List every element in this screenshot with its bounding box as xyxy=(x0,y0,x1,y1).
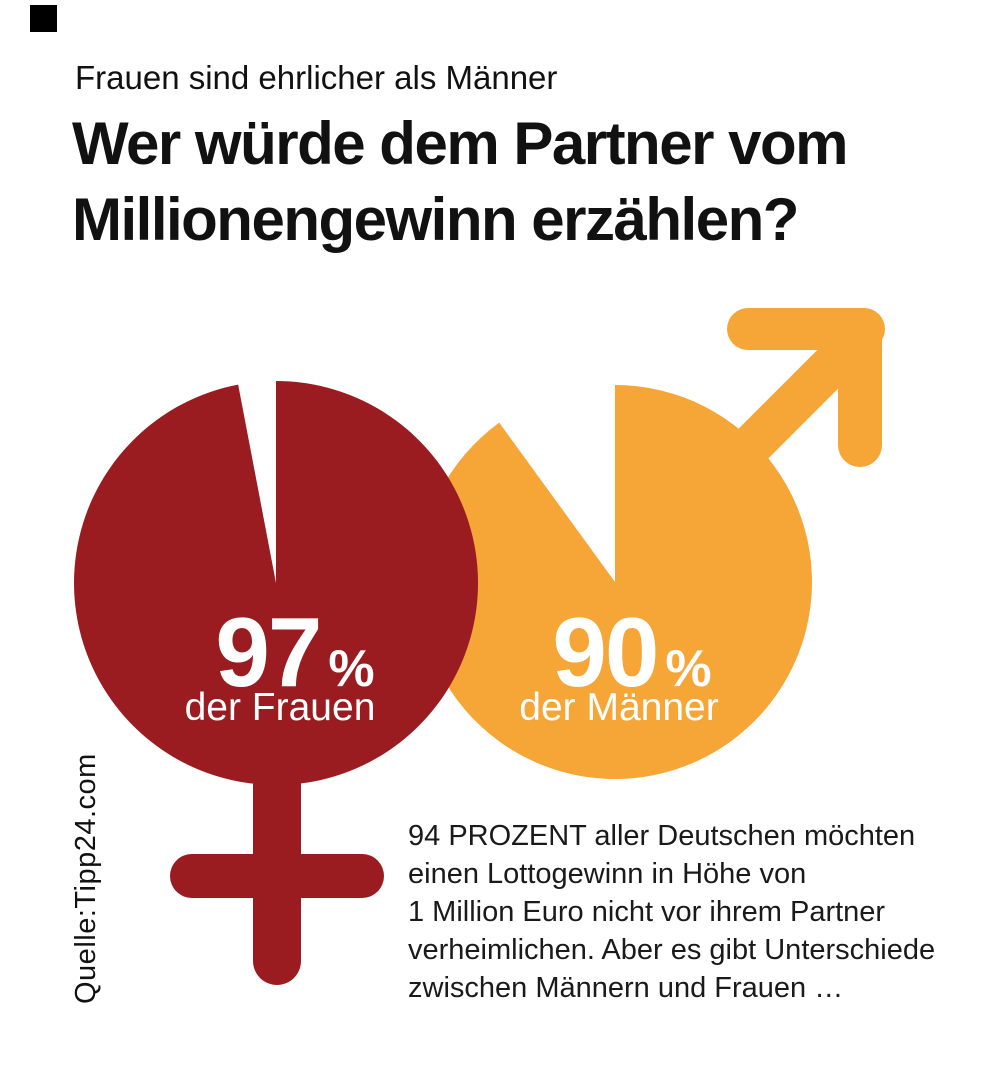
source-credit: Quelle:Tipp24.com xyxy=(70,753,102,1004)
female-symbol xyxy=(74,381,479,985)
page-title: Wer würde dem Partner vom Millionengewin… xyxy=(72,106,848,258)
male-value-percent-sign: % xyxy=(665,640,712,698)
female-sublabel: der Frauen xyxy=(184,686,376,729)
female-value-number: 97 xyxy=(215,597,322,707)
note-paragraph: 94 PROZENT aller Deutschen möchten einen… xyxy=(408,817,935,1007)
male-symbol xyxy=(417,308,885,780)
female-value-label: 97 % xyxy=(215,603,374,701)
male-pie xyxy=(417,385,812,780)
note-line-5: zwischen Männern und Frauen … xyxy=(408,972,844,1004)
page-title-line-2: Millionengewinn erzählen? xyxy=(72,186,799,253)
male-arrow-shaft xyxy=(726,330,867,471)
male-value-number: 90 xyxy=(552,597,659,707)
female-value-percent-sign: % xyxy=(328,640,375,698)
note-line-2: einen Lottogewinn in Höhe von xyxy=(408,858,807,890)
note-line-4: verheimlichen. Aber es gibt Unterschiede xyxy=(408,934,936,966)
note-line-3: 1 Million Euro nicht vor ihrem Partner xyxy=(408,896,886,928)
male-value-label: 90 % xyxy=(552,603,711,701)
note-line-1: 94 PROZENT aller Deutschen möchten xyxy=(408,820,916,852)
logo-mark xyxy=(30,5,57,32)
female-pie xyxy=(74,381,479,785)
male-sublabel: der Männer xyxy=(519,686,719,729)
kicker-text: Frauen sind ehrlicher als Männer xyxy=(75,59,558,96)
page-title-line-1: Wer würde dem Partner vom xyxy=(72,110,848,177)
